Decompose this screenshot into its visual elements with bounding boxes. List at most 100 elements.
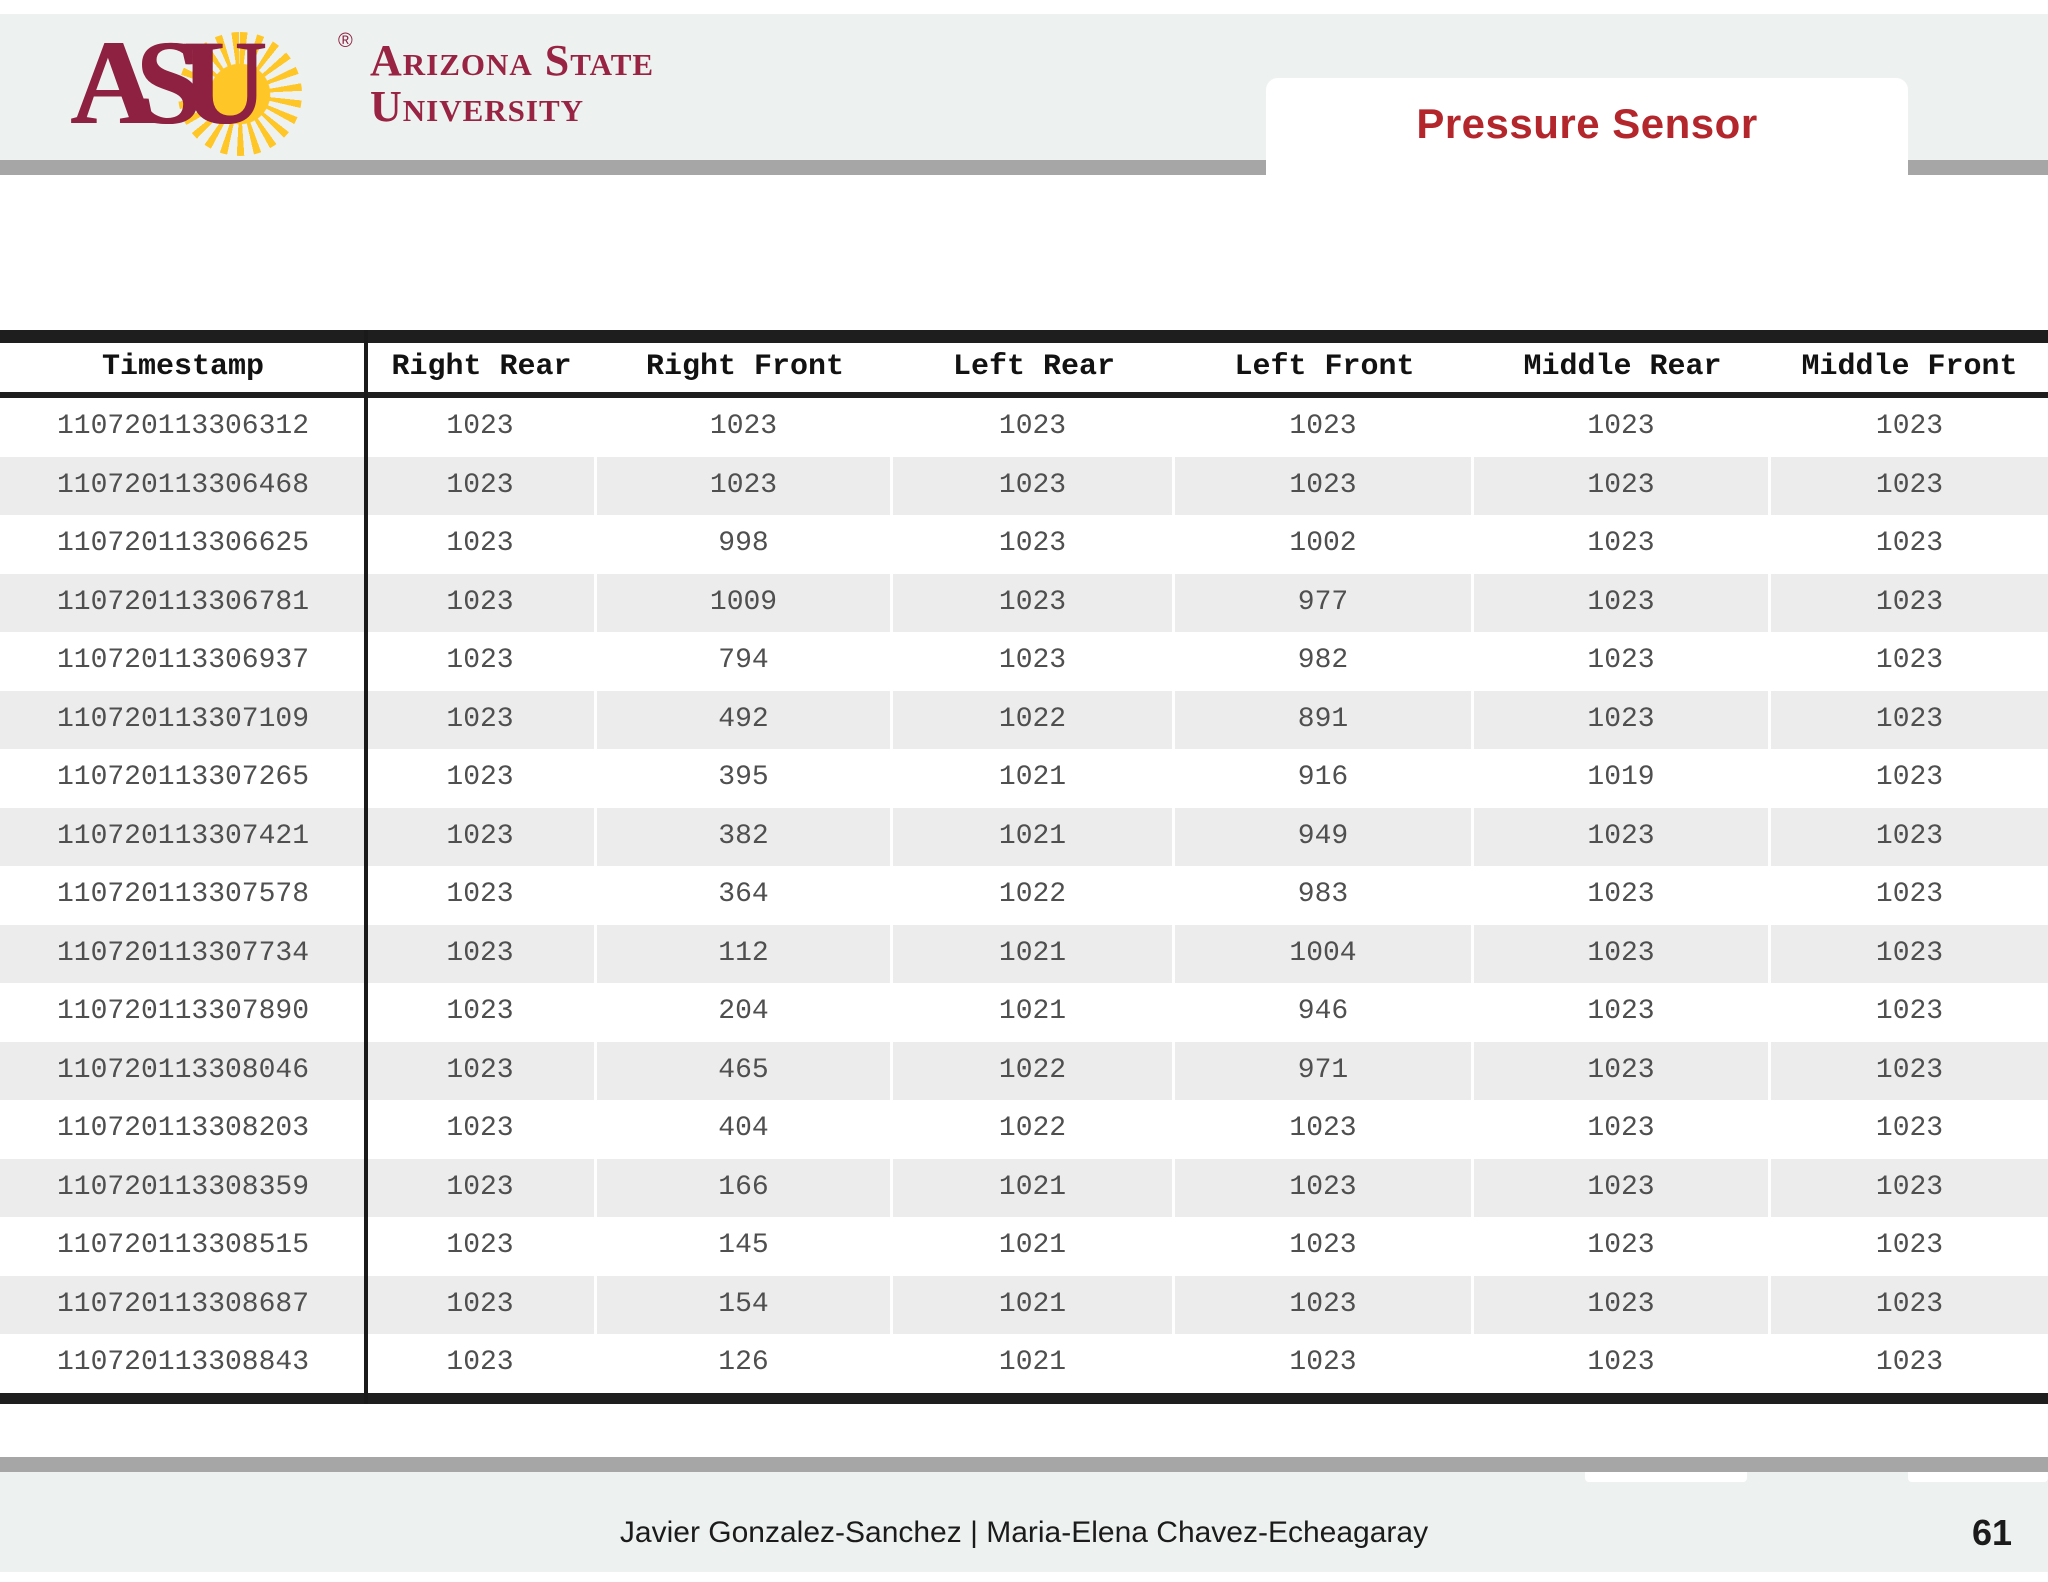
- value-cell: 1019: [1474, 749, 1771, 808]
- value-cell: 1023: [893, 398, 1175, 457]
- timestamp-cell: 110720113307265: [56, 762, 310, 793]
- value-cell: 166: [597, 1158, 893, 1217]
- value-cell: 1023: [1875, 1230, 1944, 1261]
- value-cell: 1021: [893, 983, 1175, 1042]
- value-cell: 382: [597, 807, 893, 866]
- asu-wordmark: Arizona State University: [370, 38, 654, 130]
- value-cell: 1023: [366, 1041, 597, 1100]
- value-cell: 1021: [893, 807, 1175, 866]
- value-cell: 1023: [1875, 703, 1944, 735]
- value-cell: 1021: [893, 924, 1175, 983]
- value-cell: 1023: [366, 1158, 597, 1217]
- value-cell: 982: [1175, 632, 1474, 691]
- value-cell: 1023: [1474, 398, 1771, 457]
- value-cell: 1023: [1875, 762, 1944, 793]
- title-card: Pressure Sensor: [1266, 78, 1908, 196]
- value-cell: 1023: [1474, 632, 1771, 691]
- column-header: Right Front: [645, 350, 845, 384]
- timestamp-column-divider: [364, 330, 368, 1404]
- asu-wordmark-line1: Arizona State: [370, 36, 655, 85]
- value-cell: 1023: [1875, 469, 1944, 501]
- value-cell: 977: [1175, 573, 1474, 632]
- value-cell: 1023: [1474, 1275, 1771, 1334]
- column-header: Middle Rear: [1523, 350, 1722, 384]
- value-cell: 946: [1175, 983, 1474, 1042]
- table-header-row: Timestamp Right Rear Right Front Left Rear L…: [0, 330, 2048, 398]
- value-cell: 204: [597, 983, 893, 1042]
- value-cell: 1009: [597, 573, 893, 632]
- value-cell: 1021: [893, 1158, 1175, 1217]
- asu-acronym: ASU: [70, 15, 266, 150]
- value-cell: 1023: [893, 515, 1175, 574]
- value-cell: 1023: [1175, 456, 1474, 515]
- timestamp-cell: 110720113308687: [56, 1288, 310, 1320]
- value-cell: 145: [597, 1217, 893, 1276]
- value-cell: 1021: [893, 1334, 1175, 1393]
- value-cell: 1004: [1175, 924, 1474, 983]
- footer-bar-notch: [1585, 1472, 1747, 1482]
- value-cell: 1023: [366, 1217, 597, 1276]
- value-cell: 364: [597, 866, 893, 925]
- value-cell: 1023: [1875, 1113, 1944, 1144]
- table-row: 110720113308359 1023 166 1021 1023 1023 1023: [0, 1158, 2048, 1217]
- asu-letters-text: ASU: [70, 15, 266, 150]
- page-title: Pressure Sensor: [1416, 100, 1758, 147]
- value-cell: 1022: [893, 690, 1175, 749]
- table-row: 110720113308687 1023 154 1021 1023 1023 1023: [0, 1275, 2048, 1334]
- value-cell: 1023: [1474, 1158, 1771, 1217]
- timestamp-cell: 110720113306625: [56, 528, 310, 559]
- value-cell: 794: [597, 632, 893, 691]
- value-cell: 1023: [597, 398, 893, 457]
- value-cell: 492: [597, 690, 893, 749]
- value-cell: 1023: [366, 807, 597, 866]
- timestamp-cell: 110720113307578: [56, 879, 310, 910]
- value-cell: 1023: [1474, 866, 1771, 925]
- column-header: Left Front: [1234, 350, 1415, 384]
- value-cell: 1023: [366, 1275, 597, 1334]
- value-cell: 1023: [366, 515, 597, 574]
- timestamp-cell: 110720113307421: [56, 820, 310, 852]
- value-cell: 1023: [366, 866, 597, 925]
- timestamp-cell: 110720113308843: [56, 1347, 310, 1378]
- table-row: 110720113308046 1023 465 1022 971 1023 1023: [0, 1041, 2048, 1100]
- value-cell: 1023: [1175, 1158, 1474, 1217]
- value-cell: 1023: [366, 690, 597, 749]
- footer-bar-notch: [1908, 1472, 2048, 1482]
- table-row: 110720113306937 1023 794 1023 982 1023 1023: [0, 632, 2048, 691]
- value-cell: 1023: [1875, 645, 1944, 676]
- value-cell: 1023: [893, 573, 1175, 632]
- value-cell: 1023: [1875, 1054, 1944, 1086]
- value-cell: 1023: [1875, 937, 1944, 969]
- value-cell: 1023: [366, 1334, 597, 1393]
- value-cell: 1023: [1474, 456, 1771, 515]
- timestamp-cell: 110720113308515: [56, 1230, 310, 1261]
- value-cell: 1023: [1875, 528, 1944, 559]
- value-cell: 1023: [1474, 1334, 1771, 1393]
- table-row: 110720113307578 1023 364 1022 983 1023 1023: [0, 866, 2048, 925]
- timestamp-cell: 110720113307890: [56, 996, 310, 1027]
- timestamp-cell: 110720113308203: [56, 1113, 310, 1144]
- value-cell: 1023: [1474, 983, 1771, 1042]
- value-cell: 1023: [366, 749, 597, 808]
- table-body: 110720113306312 1023 1023 1023 1023 1023 1023 1…: [0, 398, 2048, 1393]
- value-cell: 1023: [1875, 820, 1944, 852]
- value-cell: 1023: [1175, 1100, 1474, 1159]
- pressure-sensor-table: Timestamp Right Rear Right Front Left Rear L…: [0, 330, 2048, 1404]
- table-bottom-border: [0, 1392, 2048, 1404]
- value-cell: 1023: [1175, 1275, 1474, 1334]
- timestamp-cell: 110720113307109: [56, 703, 310, 735]
- registered-trademark: ®: [338, 30, 353, 52]
- timestamp-cell: 110720113306312: [56, 411, 310, 442]
- asu-wordmark-line2: University: [370, 82, 585, 131]
- value-cell: 1023: [1875, 879, 1944, 910]
- value-cell: 916: [1175, 749, 1474, 808]
- table-row: 110720113307421 1023 382 1021 949 1023 1023: [0, 807, 2048, 866]
- value-cell: 1023: [1875, 1347, 1944, 1378]
- value-cell: 1023: [893, 456, 1175, 515]
- value-cell: 949: [1175, 807, 1474, 866]
- table-row: 110720113307265 1023 395 1021 916 1019 1023: [0, 749, 2048, 808]
- value-cell: 1021: [893, 749, 1175, 808]
- value-cell: 395: [597, 749, 893, 808]
- column-header: Timestamp: [101, 350, 265, 384]
